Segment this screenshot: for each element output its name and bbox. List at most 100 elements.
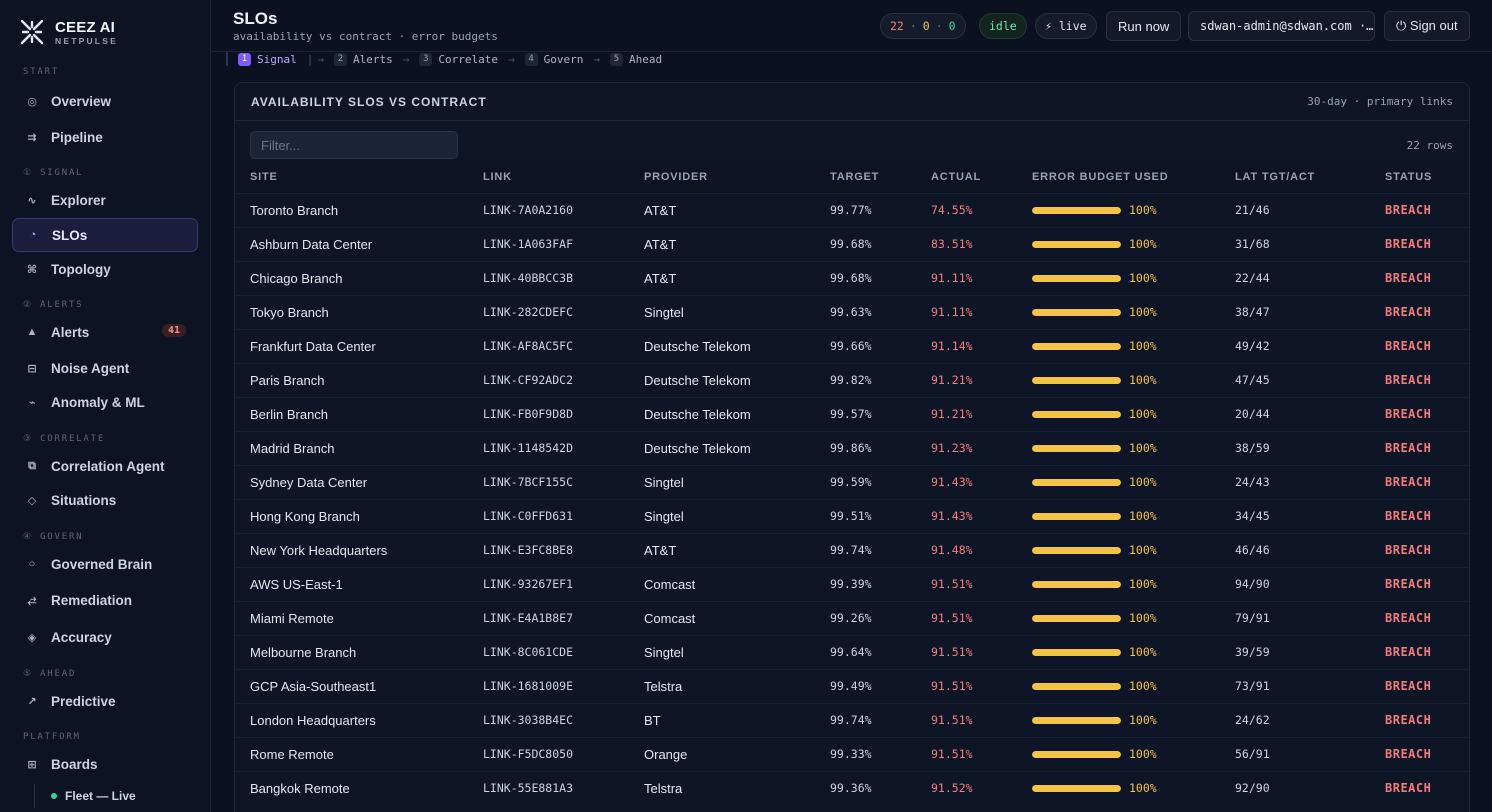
error-budget-bar: [1032, 274, 1121, 282]
provider-cell: AT&T: [629, 226, 815, 261]
column-header-error-budget[interactable]: ERROR BUDGET USED: [1017, 161, 1220, 193]
slo-table: SITE LINK PROVIDER TARGET ACTUAL ERROR B…: [235, 161, 1469, 805]
column-header-site[interactable]: SITE: [235, 161, 468, 193]
sidebar-item-explorer[interactable]: ∿ Explorer: [12, 183, 198, 217]
table-row[interactable]: Berlin Branch LINK-FB0F9D8D Deutsche Telek…: [235, 396, 1469, 431]
sidebar-item-predictive[interactable]: ↗ Predictive: [12, 684, 198, 718]
site-cell: Ashburn Data Center: [235, 226, 468, 261]
status-cell: BREACH: [1370, 634, 1469, 669]
column-header-latency[interactable]: LAT TGT/ACT: [1220, 161, 1370, 193]
table-row[interactable]: Ashburn Data Center LINK-1A063FAF AT&T 99.6…: [235, 226, 1469, 261]
sign-out-button[interactable]: ⏻ Sign out: [1384, 11, 1470, 41]
count-separator: ·: [909, 19, 917, 33]
column-header-target[interactable]: TARGET: [815, 161, 916, 193]
site-cell: Miami Remote: [235, 600, 468, 635]
table-body: Toronto Branch LINK-7A0A2160 AT&T 99.77% 74.…: [235, 192, 1469, 805]
target-cell: 99.26%: [815, 600, 916, 635]
error-budget-bar: [1032, 478, 1121, 486]
provider-cell: AT&T: [629, 192, 815, 227]
sidebar-item-correlation-agent[interactable]: ⧉ Correlation Agent: [12, 449, 198, 483]
actual-cell: 91.51%: [916, 668, 1017, 703]
table-row[interactable]: Frankfurt Data Center LINK-AF8AC5FC Deutsc…: [235, 328, 1469, 363]
sidebar-item-pipeline[interactable]: ⇉ Pipeline: [12, 120, 198, 154]
brand[interactable]: CEEZ AI NETPULSE: [19, 18, 118, 46]
target-cell: 99.51%: [815, 498, 916, 533]
arrow-right-icon: →: [593, 52, 600, 66]
link-cell: LINK-1148542D: [468, 430, 629, 465]
error-budget-cell: 100%: [1017, 192, 1220, 227]
table-row[interactable]: Toronto Branch LINK-7A0A2160 AT&T 99.77% 74.…: [235, 192, 1469, 227]
step-divider: |: [306, 52, 314, 66]
table-row[interactable]: Miami Remote LINK-E4A1B8E7 Comcast 99.26% 91…: [235, 600, 1469, 635]
table-toolbar: 22 rows: [235, 121, 1469, 161]
target-icon: ◎: [27, 95, 37, 108]
site-cell: Sydney Data Center: [235, 464, 468, 499]
actual-cell: 91.48%: [916, 532, 1017, 567]
sidebar-item-alerts[interactable]: ▲ Alerts 41: [12, 315, 198, 349]
site-cell: Paris Branch: [235, 362, 468, 397]
user-menu-button[interactable]: sdwan-admin@sdwan.com ·…: [1188, 11, 1375, 41]
amber-count: 0: [922, 19, 930, 33]
column-header-actual[interactable]: ACTUAL: [916, 161, 1017, 193]
table-row[interactable]: Bangkok Remote LINK-55E881A3 Telstra 99.36%…: [235, 770, 1469, 805]
sidebar-item-governed-brain[interactable]: ○ Governed Brain: [12, 547, 198, 581]
sidebar-item-overview[interactable]: ◎ Overview: [12, 84, 198, 118]
error-budget-cell: 100%: [1017, 260, 1220, 295]
provider-cell: Comcast: [629, 600, 815, 635]
step-ahead[interactable]: 5 Ahead: [609, 52, 662, 66]
error-budget-value: 100%: [1129, 509, 1157, 523]
sidebar-item-label: Topology: [51, 261, 111, 277]
provider-cell: AT&T: [629, 260, 815, 295]
table-row[interactable]: New York Headquarters LINK-E3FC8BE8 AT&T 99…: [235, 532, 1469, 567]
error-budget-bar: [1032, 546, 1121, 554]
live-badge[interactable]: ⚡ live: [1035, 13, 1097, 39]
sidebar-item-accuracy[interactable]: ◈ Accuracy: [12, 620, 198, 654]
table-row[interactable]: Tokyo Branch LINK-282CDEFC Singtel 99.63% 91…: [235, 294, 1469, 329]
brand-name: CEEZ AI: [55, 18, 116, 36]
table-row[interactable]: Chicago Branch LINK-40BBCC3B AT&T 99.68% 91.…: [235, 260, 1469, 295]
sidebar-subitem-fleet-live[interactable]: Fleet — Live: [34, 784, 136, 808]
topology-icon: ⌘: [26, 263, 38, 276]
sidebar-item-boards[interactable]: ⊞ Boards: [12, 747, 198, 781]
sidebar-item-anomaly-ml[interactable]: ⌁ Anomaly & ML: [12, 385, 198, 419]
step-govern[interactable]: 4 Govern: [524, 52, 583, 66]
filter-input[interactable]: [250, 131, 458, 159]
sidebar-item-noise-agent[interactable]: ⊟ Noise Agent: [12, 351, 198, 385]
target-cell: 99.63%: [815, 294, 916, 329]
target-cell: 99.77%: [815, 192, 916, 227]
sidebar-item-situations[interactable]: ◇ Situations: [12, 483, 198, 517]
site-cell: Chicago Branch: [235, 260, 468, 295]
actual-cell: 91.43%: [916, 464, 1017, 499]
table-row[interactable]: Madrid Branch LINK-1148542D Deutsche Telek…: [235, 430, 1469, 465]
table-row[interactable]: Melbourne Branch LINK-8C061CDE Singtel 99.6…: [235, 634, 1469, 669]
column-header-link[interactable]: LINK: [468, 161, 629, 193]
error-budget-cell: 100%: [1017, 600, 1220, 635]
alert-counts-pill[interactable]: 22 · 0 · 0: [880, 13, 966, 39]
run-now-button[interactable]: Run now: [1106, 11, 1182, 41]
error-budget-cell: 100%: [1017, 464, 1220, 499]
target-cell: 99.36%: [815, 770, 916, 805]
link-cell: LINK-AF8AC5FC: [468, 328, 629, 363]
wave-icon: ∿: [27, 194, 37, 207]
table-row[interactable]: Sydney Data Center LINK-7BCF155C Singtel 99…: [235, 464, 1469, 499]
actual-cell: 91.11%: [916, 294, 1017, 329]
section-label-correlate: ③ CORRELATE: [23, 434, 106, 444]
table-row[interactable]: London Headquarters LINK-3038B4EC BT 99.74%…: [235, 702, 1469, 737]
column-header-provider[interactable]: PROVIDER: [629, 161, 815, 193]
error-budget-value: 100%: [1129, 611, 1157, 625]
column-header-status[interactable]: STATUS: [1370, 161, 1469, 193]
live-dot-icon: [51, 793, 57, 799]
table-row[interactable]: GCP Asia-Southeast1 LINK-1681009E Telstra 9…: [235, 668, 1469, 703]
table-row[interactable]: Hong Kong Branch LINK-C0FFD631 Singtel 99.5…: [235, 498, 1469, 533]
step-alerts[interactable]: 2 Alerts: [334, 52, 393, 66]
step-signal[interactable]: 1 Signal |: [238, 52, 314, 66]
table-row[interactable]: AWS US-East-1 LINK-93267EF1 Comcast 99.39% 9…: [235, 566, 1469, 601]
step-correlate[interactable]: 3 Correlate: [419, 52, 498, 66]
error-budget-value: 100%: [1129, 203, 1157, 217]
latency-cell: 56/91: [1220, 736, 1370, 771]
sidebar-item-remediation[interactable]: ⥄ Remediation: [12, 583, 198, 617]
table-row[interactable]: Paris Branch LINK-CF92ADC2 Deutsche Teleko…: [235, 362, 1469, 397]
sidebar-item-slos[interactable]: ◔ SLOs: [12, 218, 198, 252]
table-row[interactable]: Rome Remote LINK-F5DC8050 Orange 99.33% 91.5…: [235, 736, 1469, 771]
sidebar-item-topology[interactable]: ⌘ Topology: [12, 252, 198, 286]
